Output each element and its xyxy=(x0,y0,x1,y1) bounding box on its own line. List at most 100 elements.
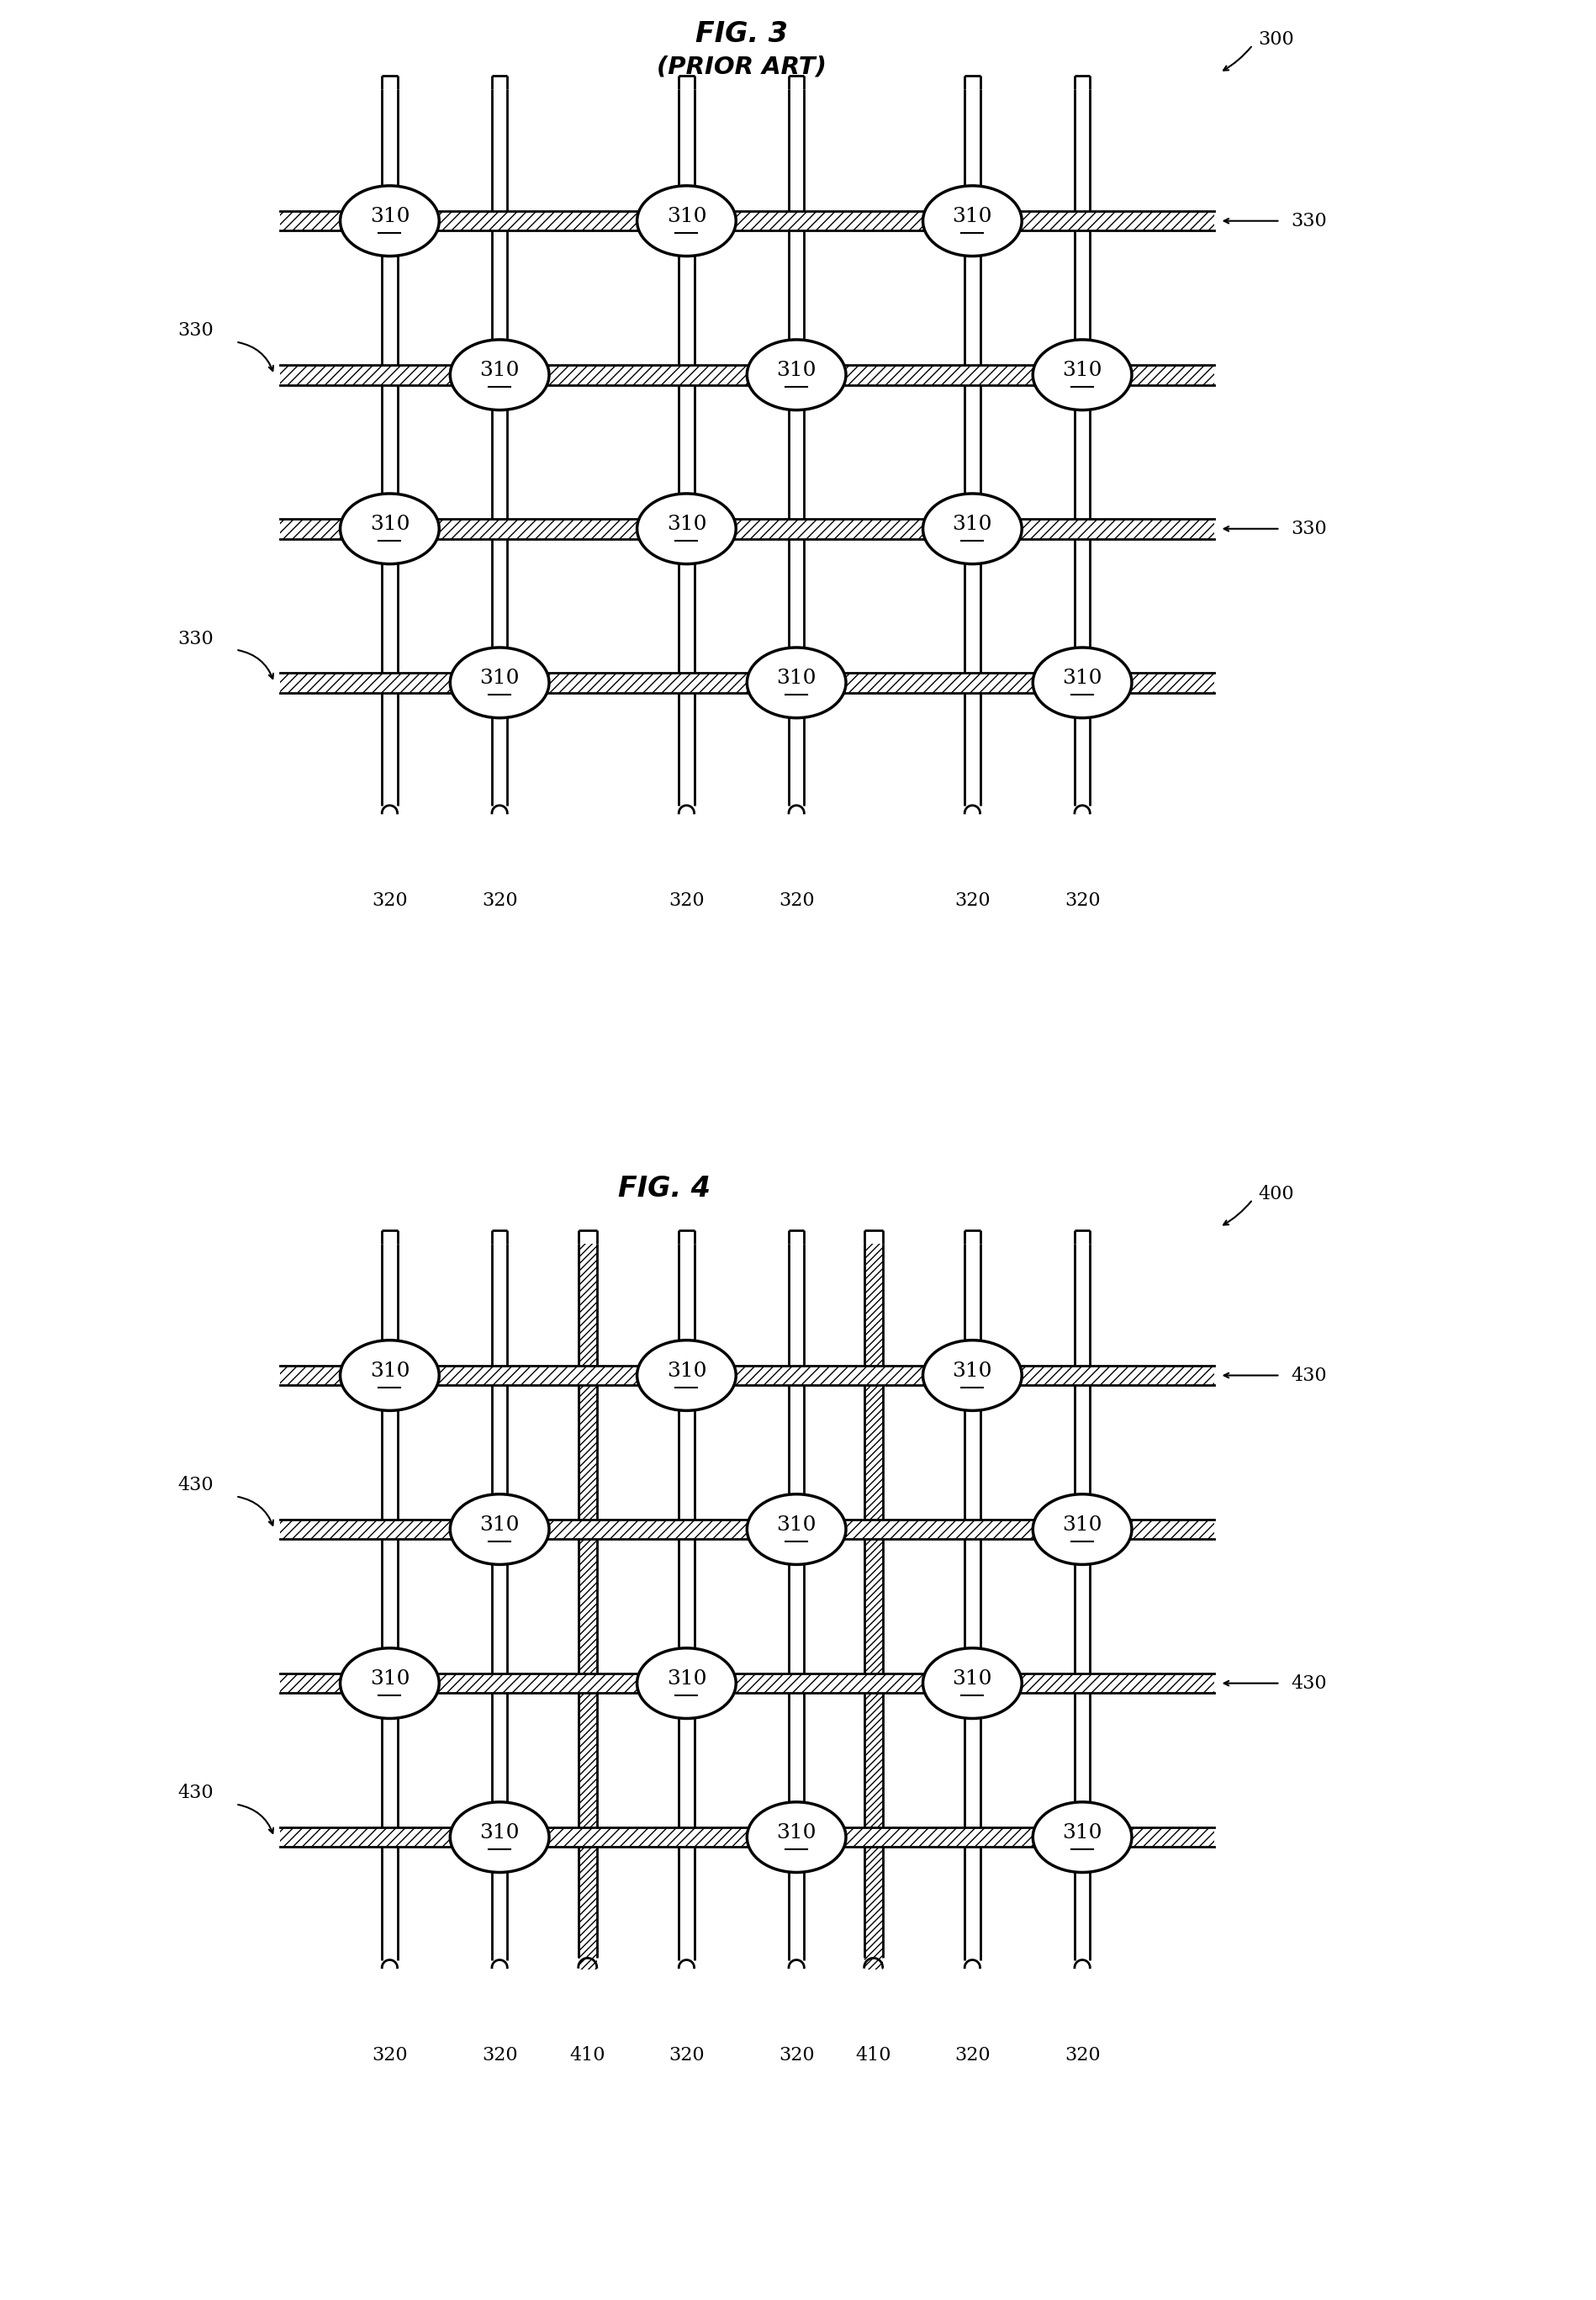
Text: 310: 310 xyxy=(1061,1824,1101,1842)
Bar xyxy=(492,1244,508,1969)
Bar xyxy=(966,522,978,536)
Bar xyxy=(279,212,1213,230)
Text: 310: 310 xyxy=(479,1824,519,1842)
Bar xyxy=(680,214,693,228)
Text: 320: 320 xyxy=(1065,2047,1100,2065)
Bar xyxy=(578,1244,597,1969)
Ellipse shape xyxy=(637,494,736,564)
Text: 320: 320 xyxy=(954,2047,990,2065)
Text: 430: 430 xyxy=(177,1477,214,1495)
Text: 310: 310 xyxy=(776,1516,816,1534)
Ellipse shape xyxy=(1033,340,1132,409)
Ellipse shape xyxy=(1033,649,1132,718)
Bar xyxy=(680,522,693,536)
Ellipse shape xyxy=(747,649,846,718)
Text: 310: 310 xyxy=(951,515,991,534)
Text: FIG. 3: FIG. 3 xyxy=(694,21,787,48)
Ellipse shape xyxy=(922,1341,1021,1410)
Text: 320: 320 xyxy=(482,892,517,911)
Ellipse shape xyxy=(922,494,1021,564)
Text: 320: 320 xyxy=(482,2047,517,2065)
Text: 310: 310 xyxy=(370,207,410,225)
Text: 310: 310 xyxy=(666,207,705,225)
Text: 320: 320 xyxy=(372,892,407,911)
Ellipse shape xyxy=(450,649,549,718)
Text: 330: 330 xyxy=(1291,520,1326,538)
Ellipse shape xyxy=(450,340,549,409)
Bar xyxy=(1076,1523,1088,1536)
Text: 310: 310 xyxy=(479,1516,519,1534)
Bar xyxy=(383,214,396,228)
Text: 430: 430 xyxy=(1291,1674,1326,1693)
Text: 310: 310 xyxy=(370,515,410,534)
Text: 410: 410 xyxy=(570,2047,605,2065)
Bar xyxy=(279,1366,1213,1385)
Text: 320: 320 xyxy=(779,892,814,911)
Text: 410: 410 xyxy=(855,2047,891,2065)
Text: 310: 310 xyxy=(666,1362,705,1380)
Bar xyxy=(1076,676,1088,688)
Bar xyxy=(788,90,804,814)
Ellipse shape xyxy=(450,1495,549,1564)
Text: 330: 330 xyxy=(177,630,214,649)
Text: 310: 310 xyxy=(479,669,519,688)
Bar xyxy=(383,522,396,536)
Bar xyxy=(790,1523,803,1536)
Bar xyxy=(1074,1244,1090,1969)
Bar xyxy=(578,1244,597,1969)
Bar xyxy=(381,1244,397,1969)
Text: 310: 310 xyxy=(776,1824,816,1842)
Bar xyxy=(788,1244,804,1969)
Bar xyxy=(279,366,1213,384)
Bar xyxy=(966,1677,978,1688)
Text: 320: 320 xyxy=(1065,892,1100,911)
Ellipse shape xyxy=(1033,1801,1132,1872)
Bar xyxy=(279,1520,1213,1539)
Bar xyxy=(279,1520,1213,1539)
Bar xyxy=(966,1368,978,1382)
Bar xyxy=(1074,90,1090,814)
Bar xyxy=(790,368,803,382)
Bar xyxy=(279,520,1213,538)
Ellipse shape xyxy=(747,1495,846,1564)
Text: 310: 310 xyxy=(951,1362,991,1380)
Ellipse shape xyxy=(922,186,1021,255)
Bar xyxy=(680,1677,693,1688)
Bar xyxy=(790,1831,803,1842)
Bar xyxy=(492,90,508,814)
Ellipse shape xyxy=(747,1801,846,1872)
Bar xyxy=(279,1826,1213,1847)
Bar xyxy=(381,90,397,814)
Bar xyxy=(279,520,1213,538)
Bar xyxy=(279,1826,1213,1847)
Text: 310: 310 xyxy=(776,669,816,688)
Ellipse shape xyxy=(340,186,439,255)
Ellipse shape xyxy=(922,1649,1021,1718)
Text: 300: 300 xyxy=(1258,30,1293,48)
Ellipse shape xyxy=(637,186,736,255)
Bar xyxy=(966,214,978,228)
Bar xyxy=(493,1523,506,1536)
Text: 310: 310 xyxy=(951,1670,991,1688)
Text: 320: 320 xyxy=(954,892,990,911)
Ellipse shape xyxy=(450,1801,549,1872)
Bar xyxy=(678,90,694,814)
Text: 310: 310 xyxy=(951,207,991,225)
Text: FIG. 4: FIG. 4 xyxy=(618,1175,710,1203)
Bar xyxy=(964,90,980,814)
Bar xyxy=(279,674,1213,692)
Text: 430: 430 xyxy=(1291,1366,1326,1385)
Text: 320: 320 xyxy=(372,2047,407,2065)
Bar xyxy=(863,1244,883,1969)
Bar xyxy=(279,1366,1213,1385)
Bar xyxy=(383,1677,396,1688)
Bar xyxy=(279,1674,1213,1693)
Ellipse shape xyxy=(1033,1495,1132,1564)
Bar xyxy=(493,1831,506,1842)
Text: 320: 320 xyxy=(669,2047,704,2065)
Text: 310: 310 xyxy=(776,361,816,380)
Text: (PRIOR ART): (PRIOR ART) xyxy=(656,55,825,78)
Ellipse shape xyxy=(340,1649,439,1718)
Bar xyxy=(493,368,506,382)
Text: 320: 320 xyxy=(779,2047,814,2065)
